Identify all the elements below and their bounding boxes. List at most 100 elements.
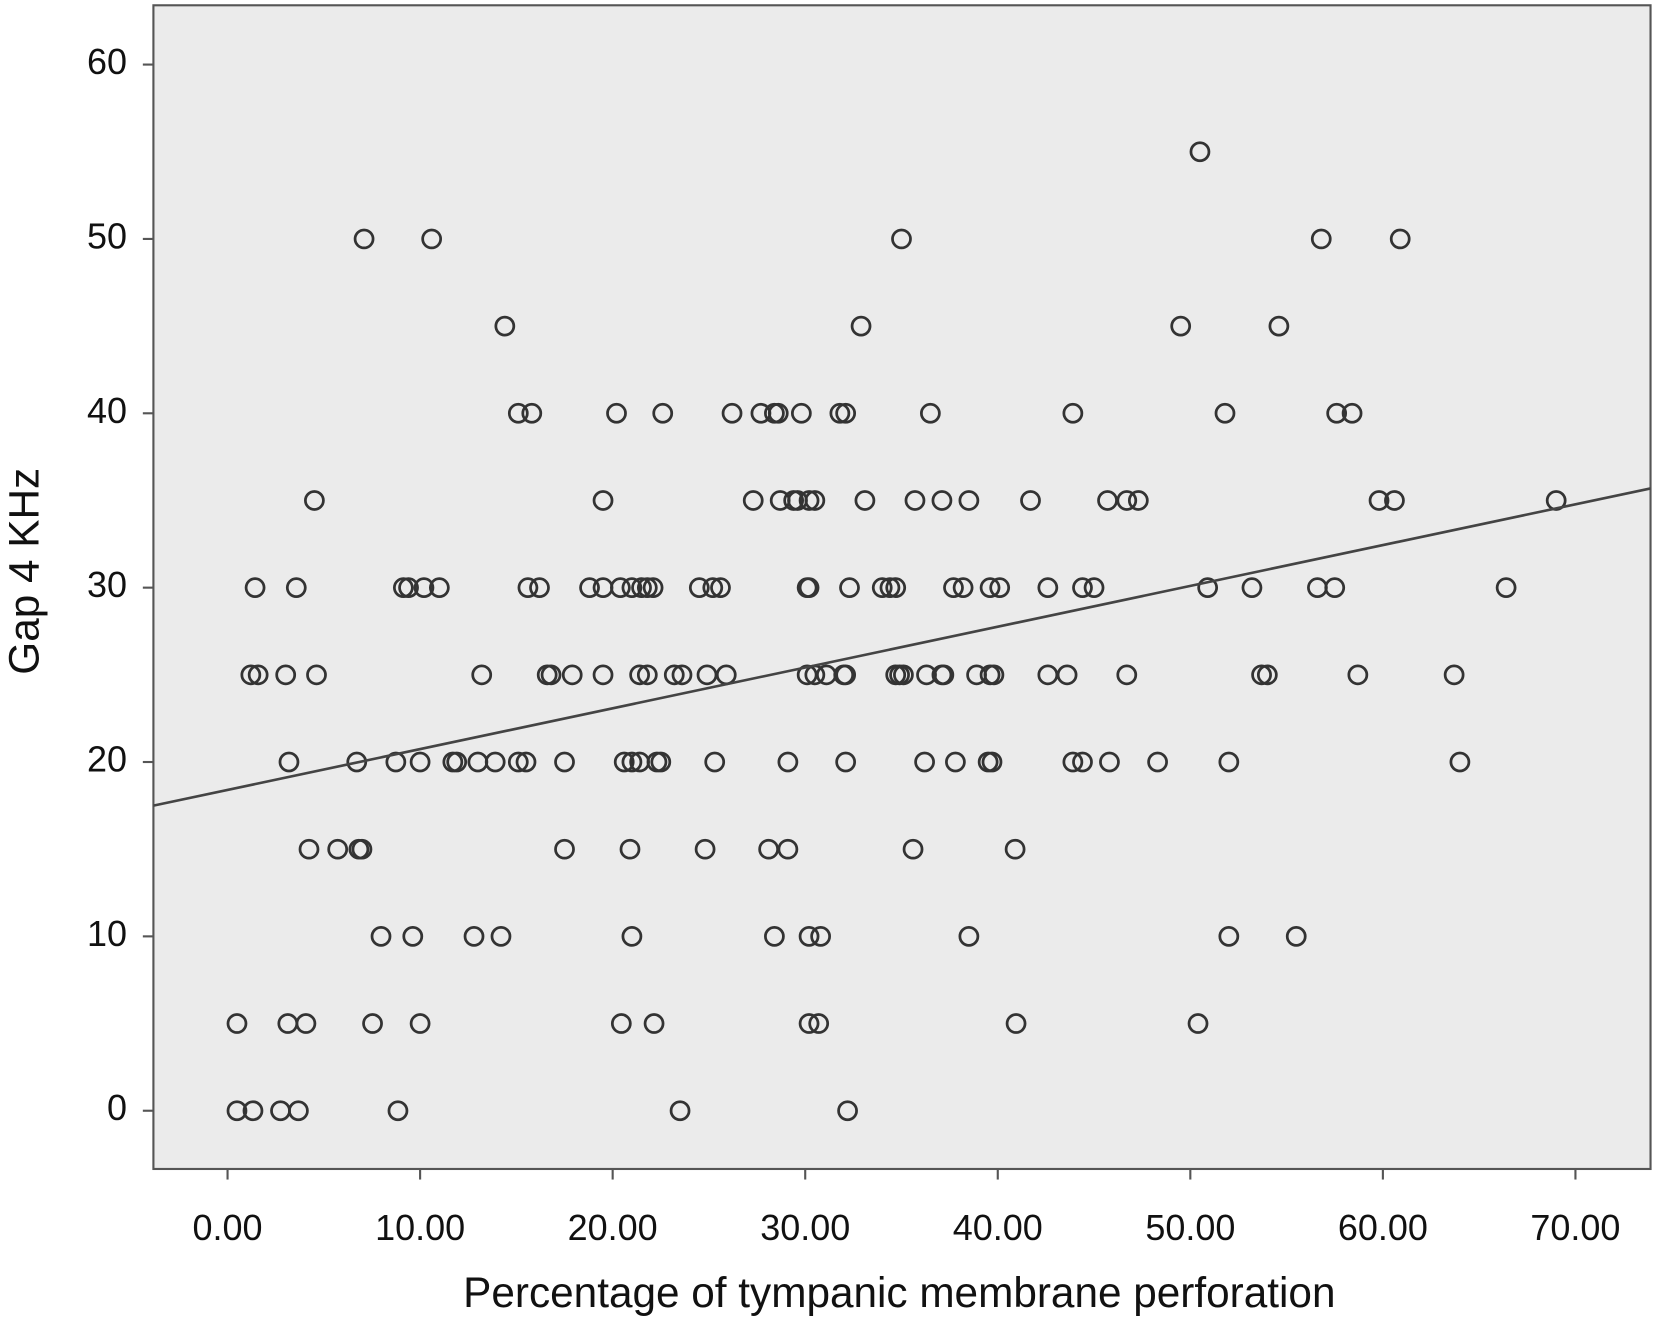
point — [931, 490, 953, 511]
point — [1310, 228, 1332, 250]
point — [798, 1013, 820, 1034]
point — [636, 577, 658, 599]
point — [1347, 664, 1369, 686]
point — [446, 751, 468, 773]
point — [891, 228, 912, 250]
point — [1083, 577, 1105, 599]
point — [226, 1100, 248, 1122]
point — [1285, 926, 1307, 947]
point — [1326, 402, 1348, 424]
point — [1099, 751, 1120, 773]
x-tick-label: 50.00 — [1145, 1207, 1235, 1248]
point — [554, 838, 575, 860]
point — [835, 402, 857, 424]
y-tick-label: 20 — [87, 739, 127, 780]
point — [835, 664, 857, 686]
point — [421, 228, 443, 250]
point — [606, 402, 627, 424]
point — [398, 577, 419, 599]
point — [945, 751, 966, 773]
point — [642, 577, 664, 599]
x-tick-label: 70.00 — [1530, 1207, 1620, 1248]
point — [521, 402, 543, 424]
x-tick-label: 60.00 — [1338, 1207, 1428, 1248]
point — [561, 664, 583, 686]
point — [933, 664, 955, 686]
point — [402, 926, 424, 947]
point — [1324, 577, 1346, 599]
point — [353, 228, 375, 250]
point — [288, 1100, 309, 1122]
point — [226, 1013, 248, 1034]
point — [742, 490, 764, 511]
point — [351, 838, 373, 860]
point — [829, 402, 851, 424]
point — [240, 664, 262, 686]
point — [902, 838, 924, 860]
point — [790, 402, 812, 424]
point — [387, 1100, 409, 1122]
point — [1037, 577, 1059, 599]
plot-area — [152, 4, 1652, 1171]
point — [471, 664, 493, 686]
point — [409, 751, 431, 773]
point — [592, 490, 614, 511]
point — [943, 577, 964, 599]
point — [613, 751, 635, 773]
y-tick-label: 50 — [87, 215, 127, 256]
point — [1368, 490, 1390, 511]
point — [1256, 664, 1278, 686]
point — [808, 1013, 830, 1034]
point — [850, 315, 872, 337]
point — [306, 664, 327, 686]
point — [1214, 402, 1236, 424]
point — [650, 751, 672, 773]
point — [1056, 664, 1078, 686]
point — [1005, 1013, 1027, 1034]
x-tick-label: 10.00 — [375, 1207, 465, 1248]
point — [507, 402, 529, 424]
point — [610, 1013, 632, 1034]
point — [327, 838, 349, 860]
point — [810, 926, 831, 947]
point — [413, 577, 435, 599]
point — [1384, 490, 1405, 511]
y-tick-label: 40 — [87, 390, 127, 431]
point — [663, 664, 685, 686]
point — [629, 664, 650, 686]
point — [1187, 1013, 1209, 1034]
point — [484, 751, 506, 773]
point — [1241, 577, 1263, 599]
point — [409, 1013, 431, 1034]
point — [247, 664, 269, 686]
point — [621, 926, 643, 947]
point — [1251, 664, 1272, 686]
point — [804, 490, 826, 511]
point — [1218, 751, 1240, 773]
y-tick-label: 10 — [87, 913, 127, 954]
point — [1127, 490, 1149, 511]
point — [619, 838, 641, 860]
y-axis-label: Gap 4 KHz — [1, 468, 48, 675]
point — [979, 577, 1001, 599]
point — [592, 664, 614, 686]
point — [767, 402, 789, 424]
point — [392, 577, 414, 599]
point — [694, 838, 716, 860]
point — [295, 1013, 317, 1034]
point — [1062, 402, 1084, 424]
point — [904, 490, 926, 511]
point — [958, 490, 980, 511]
point — [490, 926, 512, 947]
point — [777, 751, 799, 773]
point — [244, 577, 266, 599]
point — [517, 577, 539, 599]
point — [854, 490, 876, 511]
point — [983, 664, 1005, 686]
point — [1218, 926, 1240, 947]
point — [579, 577, 600, 599]
point — [298, 838, 320, 860]
point — [304, 490, 325, 511]
